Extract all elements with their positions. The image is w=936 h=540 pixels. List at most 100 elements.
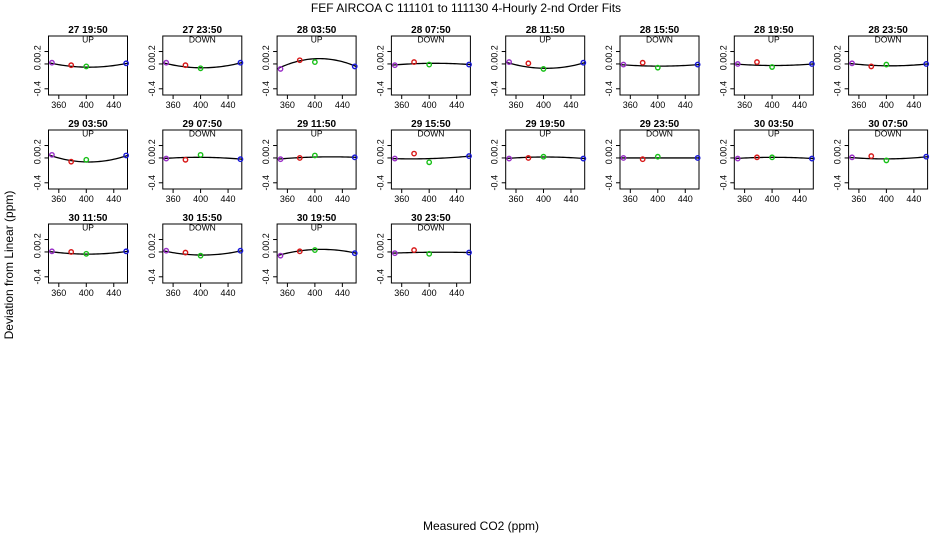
data-point [654,64,661,71]
y-tick-label: 0.2 [261,233,271,246]
x-tick-label: 400 [307,194,322,204]
data-point [868,63,875,70]
panel-direction-label: DOWN [875,35,902,45]
data-point [83,250,90,257]
panel-direction-label: DOWN [417,35,444,45]
y-axis-label: Deviation from Linear (ppm) [2,191,16,340]
y-tick-label: -0.4 [833,175,843,191]
plot-frame [162,223,243,284]
y-tick-label: 0.2 [147,45,157,58]
data-point [197,65,204,72]
x-tick-label: 360 [623,194,638,204]
y-tick-label: 0.2 [33,45,43,58]
data-point [237,59,244,66]
data-point [296,57,303,64]
x-tick-label: 400 [765,100,780,110]
panel-direction-label: DOWN [189,223,216,233]
data-point [654,153,661,160]
data-point [506,155,513,162]
data-point [123,248,130,255]
y-tick-label: 0.0 [490,152,500,165]
data-point [197,252,204,259]
y-tick-label: 0.2 [833,139,843,152]
panel-title: 27 19:50 [68,25,108,36]
data-point [580,59,587,66]
fit-curve [162,156,242,160]
y-tick-label: 0.0 [33,246,43,259]
data-point [68,249,75,255]
x-tick-label: 360 [851,100,866,110]
data-point [163,155,170,162]
panel-title: 30 19:50 [297,213,337,224]
panel-direction-label: DOWN [646,35,673,45]
data-point [411,247,417,253]
y-tick-label: 0.2 [490,139,500,152]
y-tick-label: -0.4 [33,175,43,191]
panel-direction-label: DOWN [417,129,444,139]
y-tick-label: -0.4 [375,269,385,285]
data-point [277,66,284,72]
data-point [351,63,358,70]
plot-frame [276,129,357,190]
main-title: FEF AIRCOA C 111101 to 111130 4-Hourly 2… [311,1,621,15]
panel-direction-label: UP [539,129,551,139]
data-point [506,59,513,65]
panel-title: 30 15:50 [183,213,223,224]
x-tick-label: 360 [394,100,409,110]
x-tick-label: 360 [51,100,66,110]
data-point [754,154,760,161]
x-tick-label: 440 [678,194,693,204]
x-tick-label: 360 [737,100,752,110]
y-tick-label: -0.4 [490,81,500,97]
y-tick-label: -0.4 [261,269,271,285]
data-point [391,62,398,69]
data-point [391,250,398,257]
panel-title: 30 11:50 [69,213,108,224]
data-point [540,66,547,72]
x-tick-label: 360 [280,288,295,298]
x-axis-label: Measured CO2 (ppm) [423,519,539,533]
y-tick-label: -0.4 [375,81,385,97]
data-point [525,60,532,67]
plot-frame [162,35,243,96]
data-point [68,158,75,165]
panel-title: 28 15:50 [640,25,680,36]
y-tick-label: 0.0 [261,246,271,259]
data-point [883,157,890,164]
x-tick-label: 360 [280,100,295,110]
x-tick-label: 400 [307,288,322,298]
x-tick-label: 440 [792,194,807,204]
x-tick-label: 400 [536,100,551,110]
x-tick-label: 440 [906,194,921,204]
plot-frame [619,129,700,190]
fit-curve [391,155,471,160]
data-point [391,155,398,162]
data-point [849,60,855,67]
x-tick-label: 440 [335,100,350,110]
panel-direction-label: UP [768,35,780,45]
data-point [868,153,875,159]
x-tick-label: 400 [422,100,437,110]
y-tick-label: 0.0 [375,152,385,165]
plot-frame [390,129,471,190]
x-tick-label: 400 [879,100,894,110]
data-point [639,59,646,66]
data-point [163,247,170,254]
data-point [182,156,189,163]
panel-title: 30 07:50 [868,119,908,130]
data-point [237,247,244,254]
y-tick-label: 0.0 [604,58,614,71]
y-tick-label: 0.0 [604,152,614,165]
y-tick-label: 0.0 [33,152,43,165]
data-point [351,154,358,161]
